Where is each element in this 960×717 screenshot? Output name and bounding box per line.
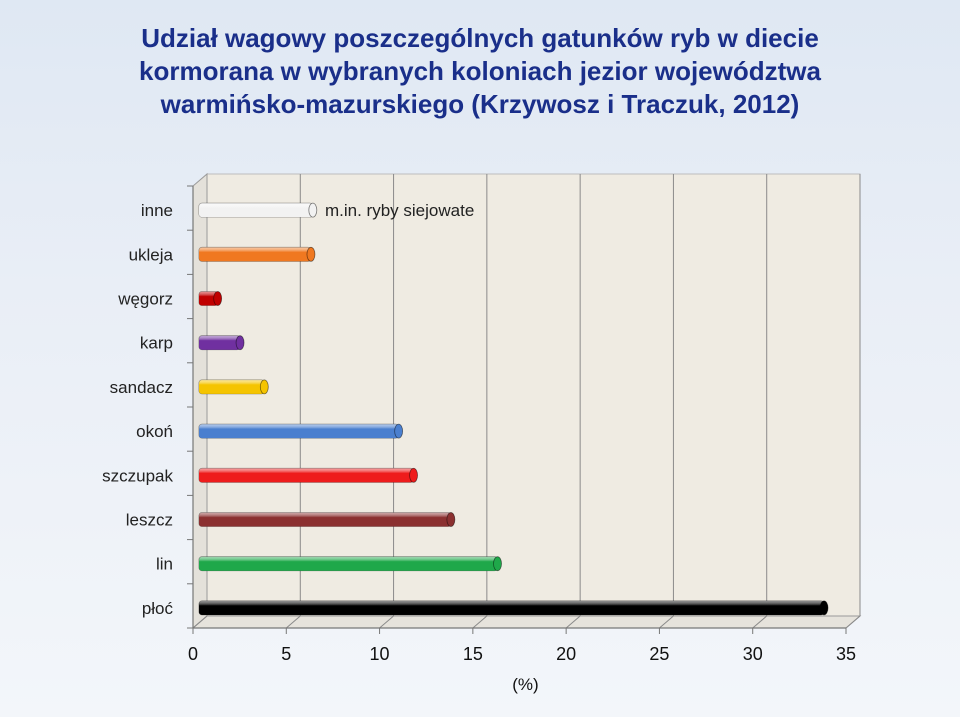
x-tick-label: 0 <box>188 644 198 664</box>
bar-highlight <box>199 247 311 262</box>
category-label: ukleja <box>129 245 174 264</box>
bar-annotation: m.in. ryby siejowate <box>325 201 474 220</box>
bar-highlight <box>199 379 265 394</box>
x-tick-label: 15 <box>463 644 483 664</box>
bar-sandacz <box>198 379 269 395</box>
axes <box>187 185 847 634</box>
labels: 0 5 10 15 20 25 30 35 (%) płoć lin leszcz szczupak ok… <box>102 201 856 694</box>
bar-end-cap <box>409 467 418 483</box>
bar-węgorz <box>198 291 223 306</box>
x-tick-label: 10 <box>370 644 390 664</box>
x-tick-label: 30 <box>743 644 763 664</box>
floor-gridline <box>565 615 581 629</box>
bar-highlight <box>199 600 825 615</box>
bar-karp <box>198 335 245 351</box>
category-label: węgorz <box>117 290 173 309</box>
floor-gridline <box>192 615 208 629</box>
chart-title: Udział wagowy poszczególnych gatunków ry… <box>40 22 920 121</box>
bar-inne <box>198 202 318 218</box>
floor-gridline <box>659 615 674 629</box>
category-label: inne <box>141 201 173 220</box>
bar-end-cap <box>213 291 223 306</box>
x-tick-label: 25 <box>649 644 669 664</box>
category-label: sandacz <box>110 378 173 397</box>
title-line-1: Udział wagowy poszczególnych gatunków ry… <box>141 23 819 53</box>
category-label: lin <box>156 555 173 574</box>
bar-highlight <box>199 335 241 350</box>
floor-gridline <box>845 615 861 629</box>
bar-szczupak <box>198 467 418 483</box>
bar-highlight <box>199 512 451 527</box>
bar-end-cap <box>819 600 829 616</box>
x-axis-label: (%) <box>512 675 538 694</box>
category-label: szczupak <box>102 466 173 485</box>
bar-end-cap <box>306 246 316 262</box>
bar-highlight <box>199 468 414 483</box>
grid-lines <box>192 174 861 629</box>
floor-gridline <box>752 615 768 629</box>
bar-end-cap <box>493 556 502 572</box>
floor-gridline <box>379 615 394 629</box>
bar-end-cap <box>394 423 404 439</box>
bar-okoń <box>198 423 404 439</box>
bar-ukleja <box>198 246 316 262</box>
floor-gridline <box>285 615 301 629</box>
category-label: karp <box>140 334 173 353</box>
bar-highlight <box>199 203 313 218</box>
floor-gridline <box>472 615 488 629</box>
bars <box>198 202 829 616</box>
bar-highlight <box>199 556 498 571</box>
bar-płoć <box>198 600 829 616</box>
bar-leszcz <box>198 512 456 527</box>
category-label: okoń <box>136 422 173 441</box>
bar-end-cap <box>259 379 269 395</box>
x-tick-label: 35 <box>836 644 856 664</box>
x-tick-label: 5 <box>281 644 291 664</box>
x-tick-label: 20 <box>556 644 576 664</box>
bar-end-cap <box>308 202 318 218</box>
bar-highlight <box>199 424 399 439</box>
category-label: płoć <box>142 599 174 618</box>
bar-end-cap <box>235 335 245 351</box>
bar-highlight <box>199 291 218 306</box>
bar-lin <box>198 556 502 572</box>
title-line-3: warmińsko-mazurskiego (Krzywosz i Traczu… <box>160 89 800 119</box>
plot-back-wall <box>206 173 861 617</box>
title-line-2: kormorana w wybranych koloniach jezior w… <box>139 56 821 86</box>
category-label: leszcz <box>126 511 173 530</box>
bar-end-cap <box>446 512 456 527</box>
